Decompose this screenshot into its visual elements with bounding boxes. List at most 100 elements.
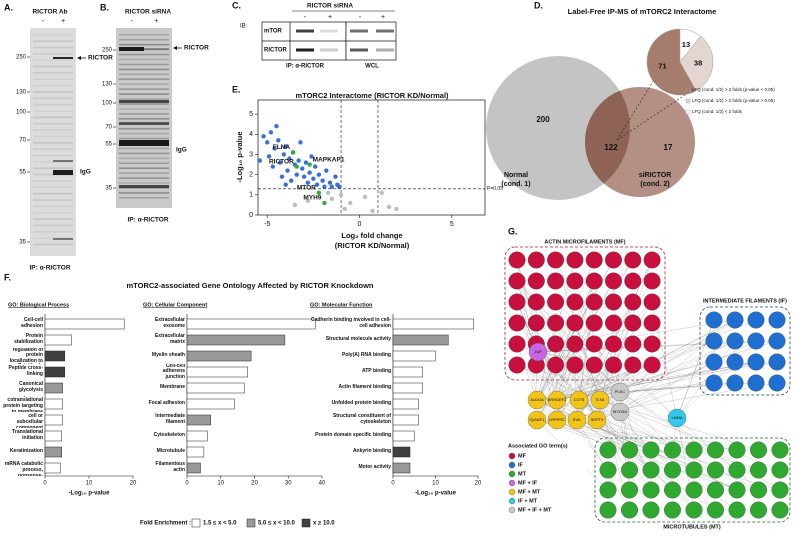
legend-dot (508, 479, 516, 487)
edge (599, 399, 652, 471)
node (705, 374, 723, 392)
lane-label: - (42, 18, 45, 25)
legend-swatch (685, 87, 691, 93)
category-label: Translational initiation (12, 429, 43, 441)
gel-band (119, 177, 169, 179)
category-label: SRP-dependent cotranslational protein ta… (3, 396, 43, 412)
point (292, 202, 298, 208)
node-label: JUP (534, 349, 542, 354)
arrow-head (77, 56, 81, 60)
node (664, 461, 681, 479)
category-label: Motor activity (358, 464, 391, 470)
bar (186, 398, 235, 410)
node (605, 251, 622, 269)
venn-count: 17 (664, 143, 673, 152)
legend-label: LFQ (cond. 1/2) < 2 folds (692, 109, 743, 114)
node (605, 293, 622, 311)
lane-label: - (131, 18, 134, 25)
point (325, 190, 331, 196)
category-label: Ankyrin binding (352, 448, 391, 455)
category-label: Membrane (159, 384, 185, 391)
bar (186, 366, 248, 378)
legend-swatch (685, 98, 691, 104)
point (320, 178, 325, 183)
category-label: Keratinization (9, 448, 43, 455)
legend-label: LFQ (cond. 1/2) > 2 folds (p-value > 0.0… (692, 98, 775, 103)
gel-band (119, 140, 169, 146)
edge (619, 391, 673, 451)
lane-label: + (154, 18, 158, 25)
point (327, 180, 333, 185)
lane-label: - (304, 14, 307, 21)
legend-label: MF + IF + MT (518, 507, 552, 513)
figure-title: mTORC2-associated Gene Ontology Affected… (127, 281, 374, 290)
node (585, 251, 603, 269)
node (585, 335, 603, 353)
edge (555, 343, 598, 421)
gel-band (33, 53, 73, 55)
bar (392, 350, 436, 362)
category-label: Cell-cell adherens junction (162, 364, 185, 380)
group-box (699, 306, 791, 396)
blot-header: RICTOR siRNA (307, 3, 353, 10)
legend-swatch (191, 518, 201, 528)
node (566, 251, 584, 269)
gel-band (33, 186, 73, 189)
node (771, 501, 789, 519)
point (300, 166, 305, 171)
gel-band (296, 29, 314, 33)
panel-letter: F. (4, 272, 11, 282)
point (265, 140, 270, 145)
gel-band (376, 29, 394, 33)
gel-band (33, 116, 73, 119)
blot-header: RICTOR siRNA (125, 9, 171, 16)
legend-swatch (246, 518, 256, 528)
legend-swatch (685, 109, 691, 115)
gel-band (33, 167, 73, 170)
node (768, 311, 786, 329)
gel-band (33, 211, 73, 214)
point (316, 172, 322, 177)
blot-footer: IP: α-RICTOR (29, 265, 70, 272)
node (585, 356, 603, 374)
category-label: Cell-cell adherens junction (162, 364, 185, 380)
node (508, 272, 526, 290)
node (768, 374, 786, 392)
node (527, 272, 545, 290)
blot-header: RICTOR Ab (32, 9, 67, 16)
bar (44, 334, 72, 346)
edge (619, 411, 695, 511)
gel-band (33, 192, 73, 195)
point (329, 196, 335, 202)
gel-band (33, 34, 73, 36)
legend-label: MF + IF (518, 480, 538, 486)
category-label: Canonical glycolysis (18, 381, 43, 393)
edge (619, 411, 673, 451)
category-label: Structural molecule activity (326, 336, 391, 342)
node (747, 311, 765, 329)
bar (186, 430, 208, 442)
bar (44, 350, 66, 362)
venn-count: 200 (536, 115, 550, 124)
point (268, 130, 274, 135)
gel-band (119, 38, 169, 41)
node (750, 441, 767, 459)
point (305, 198, 311, 204)
x-tick-label: 0 (391, 481, 395, 487)
marker-label: 55 (19, 170, 26, 176)
node (547, 335, 565, 353)
y-tick-label: 1 (249, 192, 253, 199)
point (281, 152, 287, 157)
x-tick-label: 40 (319, 481, 326, 487)
node (747, 374, 765, 392)
group-title: MICROTUBULES (MT) (663, 524, 721, 530)
gel-band (119, 172, 169, 174)
category-label: Nuclear-transcribed mRNA catabolic proce… (4, 460, 43, 476)
category-label: SRP-dependent cotranslational protein ta… (3, 396, 43, 412)
gel-band (119, 127, 169, 130)
marker-label: 130 (16, 90, 27, 96)
legend-swatch (301, 518, 311, 528)
node (685, 461, 703, 479)
bar (186, 414, 211, 426)
node (624, 293, 642, 311)
